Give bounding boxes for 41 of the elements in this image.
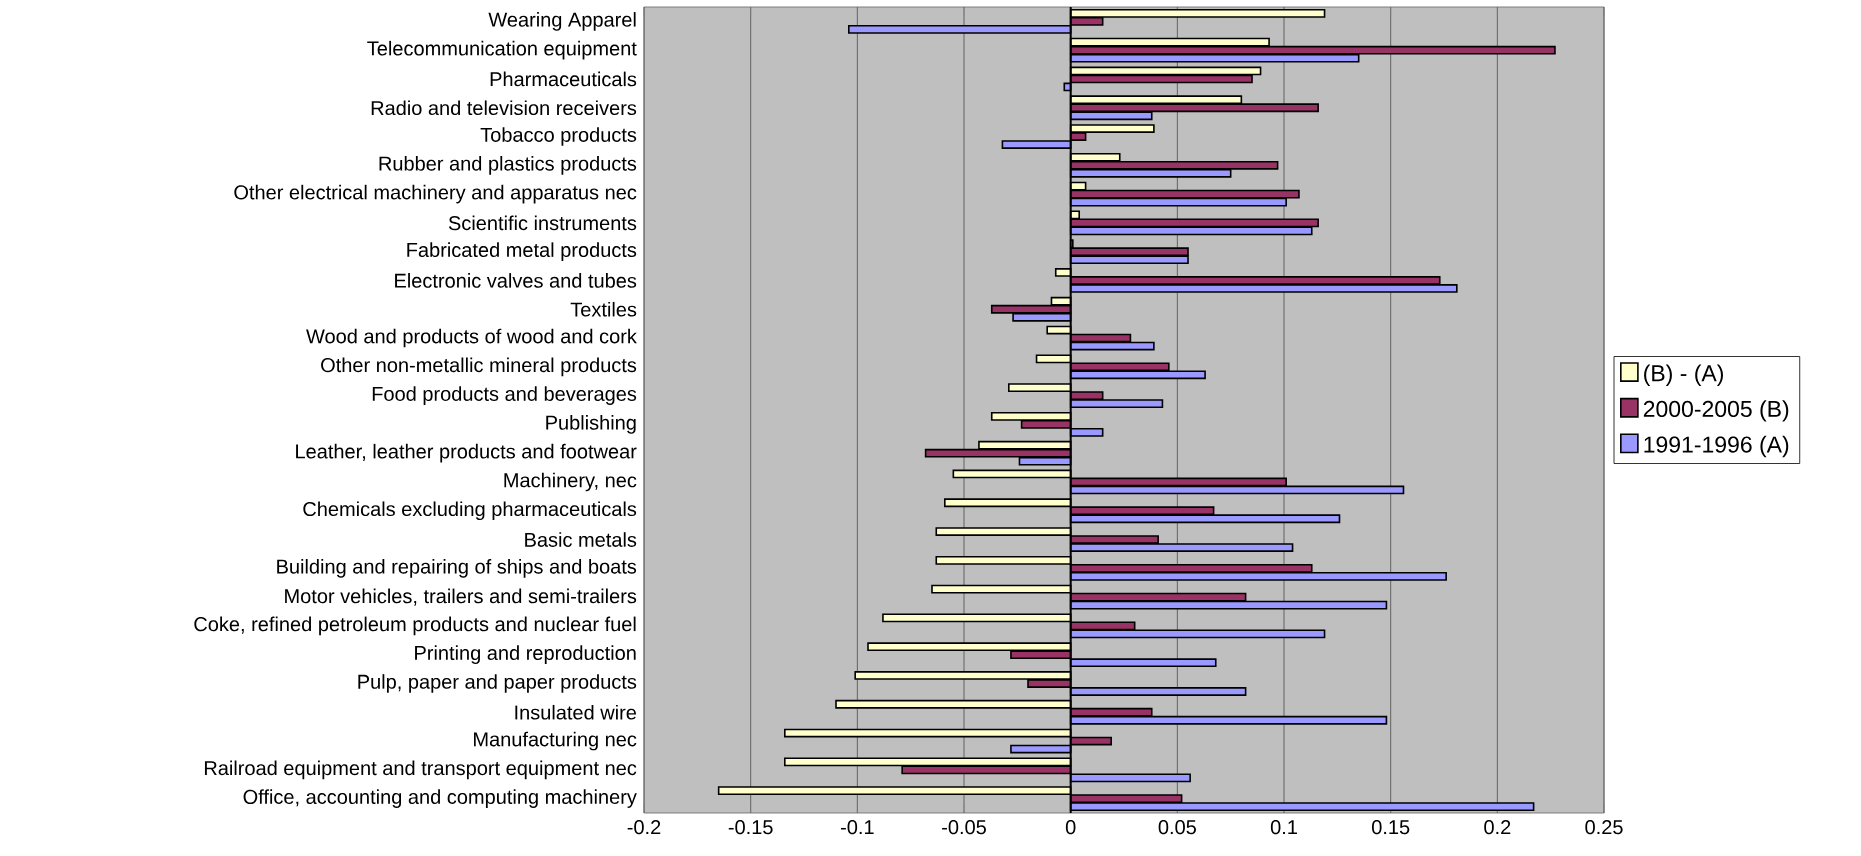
x-tick-label: 0.05 xyxy=(1158,820,1196,835)
y-tick-label: Wearing Apparel xyxy=(488,12,636,31)
x-tick-label: -0.1 xyxy=(840,820,874,835)
legend-label: 2000-2005 (B) xyxy=(1643,400,1789,422)
y-tick-label: Office, accounting and computing machinery xyxy=(243,789,637,808)
y-tick-label: Other non-metallic mineral products xyxy=(321,357,637,377)
y-tick-label: Rubber and plastics products xyxy=(379,156,637,175)
legend-label: 1991-1996 (A) xyxy=(1644,435,1789,458)
y-tick-label: Machinery, nec xyxy=(504,472,637,492)
y-tick-label: Building and repairing of ships and boats xyxy=(277,559,637,578)
x-tick-label: -0.15 xyxy=(728,820,773,835)
y-tick-label: Pharmaceuticals xyxy=(490,71,637,87)
y-tick-label: Fabricated metal products xyxy=(407,242,637,261)
x-tick-label: -0.05 xyxy=(942,820,986,835)
y-tick-label: Motor vehicles, trailers and semi-trailers xyxy=(285,588,637,606)
legend-label: (B) - (A) xyxy=(1644,364,1724,386)
y-tick-label: Leather, leather products and footwear xyxy=(296,443,637,463)
x-tick-label: 0.1 xyxy=(1270,820,1297,835)
x-tick-label: 0 xyxy=(1065,820,1076,835)
y-tick-label: Wood and products of wood and cork xyxy=(306,328,637,348)
y-tick-label: Publishing xyxy=(546,415,636,434)
y-tick-label: Telecommunication equipment xyxy=(367,40,637,60)
y-tick-label: Tobacco products xyxy=(480,127,637,146)
y-tick-label: Radio and television receivers xyxy=(371,100,637,116)
y-tick-label: Insulated wire xyxy=(515,704,637,720)
y-tick-label: Printing and reproduction xyxy=(415,645,636,664)
y-tick-label: Basic metals xyxy=(525,532,637,547)
y-tick-label: Scientific instruments xyxy=(448,215,637,231)
x-tick-label: 0.25 xyxy=(1585,820,1623,835)
y-tick-label: Electronic valves and tubes xyxy=(395,273,637,288)
y-tick-label: Manufacturing nec xyxy=(474,731,637,751)
y-tick-label: Railroad equipment and transport equipment nec xyxy=(204,760,637,780)
x-tick-label: 0.15 xyxy=(1372,820,1410,835)
x-tick-label: 0.2 xyxy=(1484,820,1511,835)
y-tick-label: Textiles xyxy=(570,301,637,317)
y-tick-label: Coke, refined petroleum products and nuclear fuel xyxy=(194,616,636,636)
x-tick-label: -0.2 xyxy=(627,820,661,835)
y-tick-label: Food products and beverages xyxy=(372,386,637,405)
y-tick-label: Chemicals excluding pharmaceuticals xyxy=(303,501,637,521)
y-tick-label: Other electrical machinery and apparatus nec xyxy=(234,184,637,204)
y-tick-label: Pulp, paper and paper products xyxy=(358,674,637,693)
